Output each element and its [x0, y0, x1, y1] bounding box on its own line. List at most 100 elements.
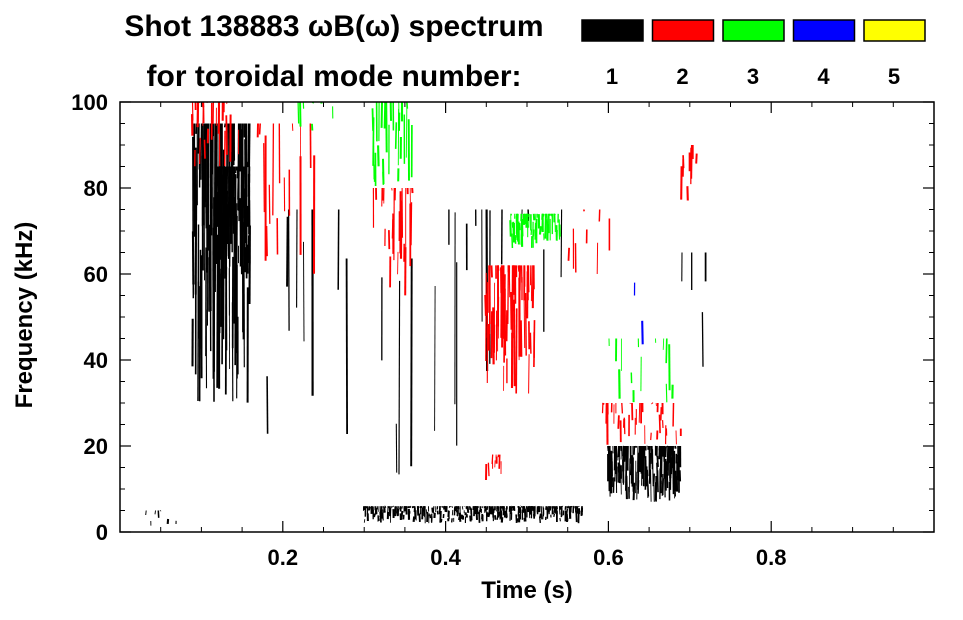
spectrum-mark-mode-3 — [522, 219, 523, 236]
spectrum-mark-mode-1 — [201, 124, 202, 180]
spectrum-mark-mode-1 — [385, 506, 386, 508]
legend-label-mode-5: 5 — [888, 64, 900, 89]
spectrum-mark-mode-1 — [672, 446, 673, 468]
spectrum-mark-mode-2 — [411, 202, 412, 245]
spectrum-mark-mode-1 — [518, 506, 519, 516]
spectrum-mark-mode-1 — [671, 457, 672, 474]
spectrum-mark-mode-1 — [241, 216, 242, 266]
spectrum-mark-mode-3 — [543, 214, 544, 217]
spectrum-mark-mode-1 — [665, 446, 666, 457]
spectrum-mark-mode-1 — [422, 508, 423, 520]
spectrum-mark-mode-1 — [657, 456, 658, 467]
spectrum-mark-mode-2 — [603, 403, 604, 405]
spectrum-mark-mode-1 — [608, 446, 609, 451]
y-tick-label: 40 — [84, 348, 108, 373]
spectrum-mark-mode-1 — [399, 281, 400, 475]
y-tick-label: 0 — [96, 520, 108, 545]
spectrum-mark-mode-1 — [198, 225, 199, 402]
spectrum-mark-mode-2 — [260, 124, 261, 135]
spectrum-mark-mode-1 — [289, 210, 290, 331]
spectrum-mark-mode-2 — [402, 201, 403, 238]
spectrum-mark-mode-1 — [287, 217, 288, 287]
spectrum-mark-mode-1 — [647, 470, 648, 498]
spectrum-mark-mode-2 — [651, 433, 652, 440]
mode-3-region — [510, 214, 560, 248]
spectrum-mark-mode-3 — [406, 102, 407, 158]
spectrum-mark-mode-1 — [220, 167, 221, 205]
spectrum-mark-mode-2 — [652, 403, 653, 404]
spectrum-mark-mode-2 — [499, 455, 500, 469]
mode-4-region — [635, 283, 643, 345]
spectrum-mark-mode-1 — [619, 446, 620, 457]
spectrum-mark-mode-1 — [513, 506, 514, 508]
legend-label-mode-1: 1 — [606, 64, 618, 89]
spectrum-mark-mode-1 — [567, 508, 568, 513]
spectrum-mark-mode-1 — [432, 508, 433, 513]
spectrum-mark-mode-2 — [226, 115, 227, 155]
spectrum-mark-mode-2 — [486, 273, 487, 361]
spectrum-mark-mode-2 — [661, 407, 662, 420]
mode-2-region — [603, 403, 681, 445]
legend-swatch-mode-4 — [794, 20, 855, 41]
mode-1-region — [364, 506, 583, 523]
y-tick-label: 80 — [84, 176, 108, 201]
spectrum-mark-mode-1 — [638, 480, 639, 494]
spectrum-mark-mode-1 — [411, 259, 412, 467]
spectrum-mark-mode-1 — [347, 259, 348, 435]
spectrum-mark-mode-1 — [523, 506, 524, 513]
spectrum-mark-mode-2 — [205, 140, 206, 159]
spectrum-mark-mode-1 — [433, 506, 434, 513]
spectrum-mark-mode-1 — [452, 510, 453, 515]
spectrum-mark-mode-3 — [666, 384, 667, 403]
mode-2-region — [258, 124, 315, 274]
spectrum-mark-mode-3 — [515, 235, 516, 244]
spectrum-mark-mode-3 — [298, 102, 299, 124]
spectrum-mark-mode-2 — [524, 295, 525, 348]
spectrum-mark-mode-1 — [663, 478, 664, 495]
chart-title-line2: for toroidal mode number: — [147, 60, 522, 93]
spectrum-mark-mode-1 — [217, 235, 218, 388]
spectrum-mark-mode-3 — [385, 102, 386, 129]
chart-title-line1: Shot 138883 ωB(ω) spectrum — [124, 10, 543, 43]
spectrum-mark-mode-1 — [400, 506, 401, 509]
spectrum-mark-mode-1 — [637, 446, 638, 473]
spectrum-mark-mode-1 — [155, 511, 156, 515]
y-tick-label: 60 — [84, 262, 108, 287]
spectrum-mark-mode-2 — [485, 295, 486, 316]
spectrum-marks — [146, 102, 706, 526]
spectrum-mark-mode-1 — [661, 453, 662, 484]
spectrum-mark-mode-1 — [654, 474, 655, 485]
spectrum-mark-mode-2 — [531, 265, 532, 301]
spectrum-mark-mode-1 — [556, 506, 557, 514]
spectrum-mark-mode-2 — [660, 415, 661, 434]
spectrum-mark-mode-4 — [642, 321, 643, 345]
spectrum-mark-mode-2 — [528, 265, 529, 292]
spectrum-mark-mode-3 — [396, 122, 397, 149]
spectrum-mark-mode-1 — [435, 286, 436, 431]
spectrum-mark-mode-1 — [449, 512, 450, 519]
spectrum-mark-mode-1 — [650, 475, 651, 484]
spectrum-mark-mode-2 — [264, 143, 265, 212]
legend-swatch-mode-5 — [864, 20, 925, 41]
mode-3-region — [298, 102, 333, 131]
spectrum-mark-mode-1 — [644, 449, 645, 486]
spectrum-mark-mode-1 — [567, 514, 568, 521]
spectrum-mark-mode-2 — [273, 124, 274, 216]
mode-1-region — [267, 210, 561, 475]
spectrum-mark-mode-2 — [514, 300, 515, 387]
spectrum-mark-mode-1 — [267, 376, 268, 434]
spectrum-mark-mode-2 — [508, 265, 509, 324]
spectrum-mark-mode-1 — [468, 508, 469, 513]
spectrum-mark-mode-1 — [238, 173, 239, 211]
spectrum-mark-mode-2 — [200, 138, 201, 164]
spectrum-mark-mode-2 — [530, 333, 531, 354]
spectrum-mark-mode-3 — [666, 339, 667, 364]
mode-2-region — [486, 455, 501, 480]
spectrum-mark-mode-1 — [206, 124, 207, 229]
mode-2-region — [373, 188, 412, 295]
spectrum-mark-mode-1 — [553, 510, 554, 514]
legend-label-mode-4: 4 — [817, 64, 830, 89]
spectrum-mark-mode-1 — [225, 124, 226, 128]
spectrum-mark-mode-1 — [611, 451, 612, 476]
spectrum-mark-mode-2 — [488, 463, 489, 476]
